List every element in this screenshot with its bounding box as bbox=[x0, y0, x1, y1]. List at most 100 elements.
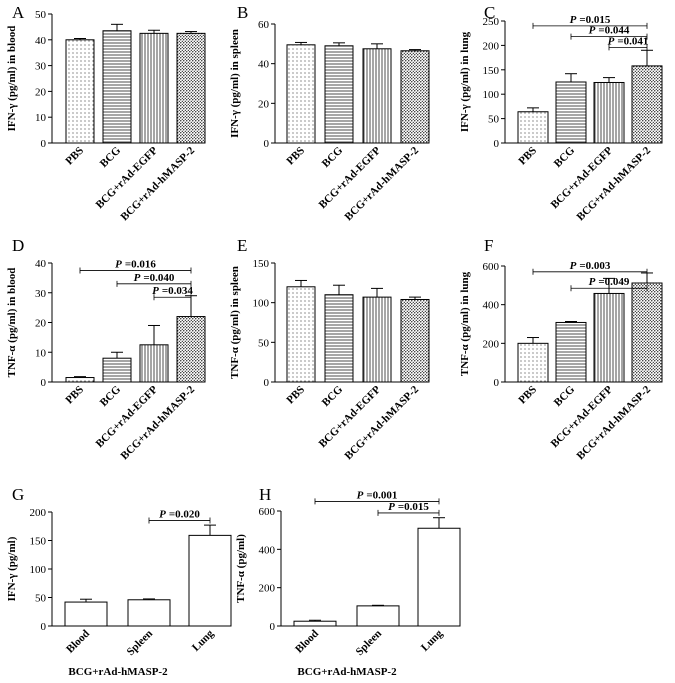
panel-f: F 0 200 400 600 TNF-α (pg/ml) in lung PBS BCGBC… bbox=[459, 236, 663, 462]
significance-label: P =0.001 bbox=[357, 489, 398, 501]
significance-p-symbol: P bbox=[134, 272, 141, 284]
y-axis-label: TNF-α (pg/ml) in blood bbox=[6, 268, 18, 378]
y-tick-label: 200 bbox=[259, 583, 276, 595]
panel-label: G bbox=[12, 485, 24, 504]
y-axis-label: TNF-α (pg/ml) in spleen bbox=[229, 266, 241, 379]
y-axis-label: IFN-γ (pg/ml) in lung bbox=[459, 31, 471, 132]
y-tick-label: 100 bbox=[483, 89, 500, 101]
significance-p-symbol: P bbox=[570, 260, 577, 272]
panel-label: C bbox=[484, 3, 495, 22]
category-label: BCG+rAd-hMASP-2 bbox=[575, 383, 654, 462]
y-tick-label: 0 bbox=[41, 621, 47, 633]
category-label: PBS bbox=[284, 384, 307, 407]
significance-p-value: =0.049 bbox=[598, 276, 630, 288]
significance-label: P =0.049 bbox=[589, 276, 630, 288]
category-label: PBS bbox=[63, 384, 86, 407]
y-tick-label: 60 bbox=[258, 19, 270, 31]
category-label: Blood bbox=[293, 628, 321, 656]
category-label: PBS bbox=[63, 145, 86, 168]
bar bbox=[417, 527, 461, 627]
significance-label: P =0.034 bbox=[152, 285, 193, 297]
bar bbox=[176, 316, 206, 383]
y-tick-label: 50 bbox=[488, 114, 500, 126]
category-label: BCG bbox=[98, 383, 124, 409]
x-axis-label: BCG+rAd-hMASP-2 bbox=[68, 666, 168, 678]
panel-a: A 0 10 20 30 40 50 IFN-γ (pg/ml) in blood PBS BCG… bbox=[6, 3, 206, 223]
panel-h: H 0 200 400 600 TNF-α (pg/ml) Blood Spleen Lung P… bbox=[235, 485, 461, 678]
category-label: BCG bbox=[552, 383, 578, 409]
bar bbox=[176, 32, 206, 144]
significance-p-symbol: P bbox=[589, 25, 596, 37]
significance-p-symbol: P bbox=[589, 276, 596, 288]
y-tick-label: 200 bbox=[483, 40, 500, 52]
significance-p-value: =0.034 bbox=[162, 285, 194, 297]
significance-p-value: =0.041 bbox=[617, 35, 648, 47]
y-tick-label: 100 bbox=[253, 298, 270, 310]
y-tick-label: 30 bbox=[35, 61, 47, 73]
category-label: BCG bbox=[98, 144, 124, 170]
y-tick-label: 0 bbox=[270, 621, 276, 633]
panel-label: B bbox=[237, 3, 248, 22]
panel-b: B 0 20 40 60 IFN-γ (pg/ml) in spleen PBS BCGBCG… bbox=[229, 3, 430, 223]
category-label: BCG+rAd-hMASP-2 bbox=[119, 383, 198, 462]
y-tick-label: 40 bbox=[35, 258, 47, 270]
category-label: BCG bbox=[320, 144, 346, 170]
y-axis-label: TNF-α (pg/ml) in lung bbox=[459, 271, 471, 376]
significance-label: P =0.003 bbox=[570, 260, 611, 272]
y-tick-label: 150 bbox=[253, 258, 270, 270]
significance-label: P =0.041 bbox=[608, 35, 649, 47]
panel-label: A bbox=[12, 3, 25, 22]
significance-p-symbol: P bbox=[608, 35, 615, 47]
category-label: PBS bbox=[516, 145, 539, 168]
y-axis-label: IFN-γ (pg/ml) bbox=[6, 536, 18, 601]
significance-p-value: =0.044 bbox=[598, 25, 630, 37]
y-tick-label: 400 bbox=[259, 544, 276, 556]
significance-p-value: =0.040 bbox=[143, 272, 175, 284]
bar bbox=[400, 298, 430, 383]
panel-label: D bbox=[12, 236, 24, 255]
bar bbox=[356, 605, 400, 627]
bar bbox=[555, 321, 587, 383]
bar bbox=[139, 32, 169, 144]
y-tick-label: 40 bbox=[35, 35, 47, 47]
y-tick-label: 600 bbox=[483, 261, 500, 273]
y-tick-label: 10 bbox=[35, 347, 47, 359]
y-tick-label: 250 bbox=[483, 16, 500, 28]
bar bbox=[593, 292, 625, 383]
significance-label: P =0.015 bbox=[388, 501, 429, 513]
bar bbox=[631, 65, 663, 144]
y-tick-label: 150 bbox=[483, 65, 500, 77]
y-tick-label: 50 bbox=[35, 593, 47, 605]
significance-label: P =0.044 bbox=[589, 25, 630, 37]
y-tick-label: 400 bbox=[483, 300, 500, 312]
y-tick-label: 0 bbox=[41, 377, 47, 389]
bar bbox=[324, 294, 354, 383]
category-label: BCG+rAd-hMASP-2 bbox=[575, 144, 654, 223]
significance-label: P =0.016 bbox=[115, 258, 156, 270]
y-tick-label: 0 bbox=[41, 138, 47, 150]
category-label: PBS bbox=[284, 145, 307, 168]
significance-p-value: =0.016 bbox=[125, 258, 157, 270]
bar bbox=[65, 377, 95, 383]
y-tick-label: 10 bbox=[35, 112, 47, 124]
y-tick-label: 0 bbox=[494, 377, 500, 389]
y-tick-label: 20 bbox=[258, 98, 270, 110]
bar bbox=[555, 81, 587, 144]
significance-p-value: =0.003 bbox=[579, 260, 611, 272]
y-tick-label: 200 bbox=[483, 338, 500, 350]
bar bbox=[286, 44, 316, 144]
significance-p-symbol: P bbox=[388, 501, 395, 513]
bar bbox=[517, 342, 549, 383]
significance-p-value: =0.001 bbox=[366, 489, 397, 501]
significance-label: P =0.040 bbox=[134, 272, 175, 284]
bar bbox=[64, 601, 108, 627]
panel-label: E bbox=[237, 236, 247, 255]
significance-p-symbol: P bbox=[159, 509, 166, 521]
significance-p-symbol: P bbox=[152, 285, 159, 297]
x-axis-label: BCG+rAd-hMASP-2 bbox=[297, 666, 397, 678]
panel-d: D 0 10 20 30 40 TNF-α (pg/ml) in blood PBS BCGBC… bbox=[6, 236, 206, 462]
bar bbox=[65, 39, 95, 144]
y-axis-label: TNF-α (pg/ml) bbox=[235, 534, 247, 603]
panel-label: H bbox=[259, 485, 271, 504]
